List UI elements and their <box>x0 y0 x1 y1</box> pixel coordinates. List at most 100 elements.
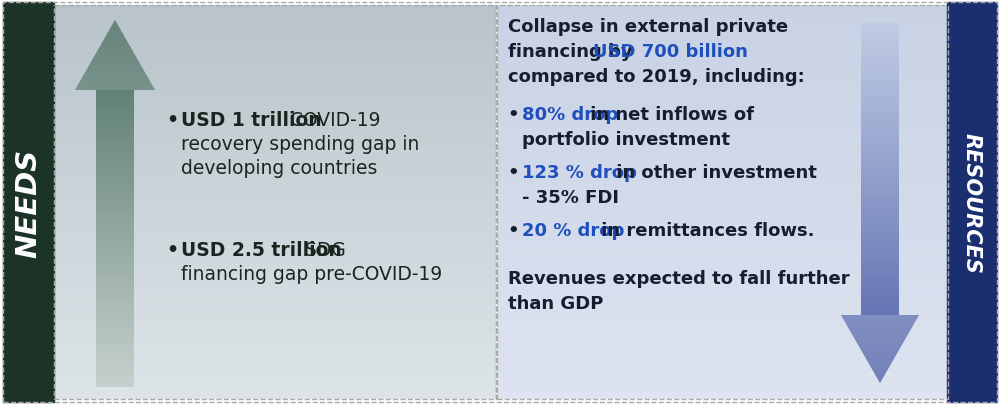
Polygon shape <box>861 133 899 136</box>
Polygon shape <box>861 60 899 63</box>
Bar <box>497 32 948 35</box>
Bar <box>54 32 496 35</box>
Bar <box>54 326 496 328</box>
Polygon shape <box>83 76 147 77</box>
Bar <box>54 168 496 171</box>
Polygon shape <box>96 249 134 251</box>
Polygon shape <box>850 330 910 331</box>
Bar <box>497 174 948 176</box>
Bar <box>54 22 496 24</box>
Bar <box>54 234 496 237</box>
Bar <box>497 197 948 200</box>
Polygon shape <box>861 165 899 167</box>
Polygon shape <box>96 365 134 367</box>
Bar <box>497 320 948 323</box>
Bar <box>54 224 496 226</box>
Bar <box>54 268 496 271</box>
Bar <box>497 171 948 174</box>
Polygon shape <box>871 368 889 369</box>
Bar <box>497 234 948 237</box>
Polygon shape <box>861 131 899 133</box>
Polygon shape <box>878 379 882 380</box>
Bar <box>54 119 496 121</box>
Bar <box>497 140 948 142</box>
Bar <box>54 181 496 184</box>
Bar <box>497 260 948 263</box>
Bar <box>54 354 496 357</box>
Polygon shape <box>861 182 899 184</box>
Bar <box>54 263 496 265</box>
Polygon shape <box>861 38 899 41</box>
Bar <box>497 310 948 313</box>
Bar <box>497 200 948 202</box>
Bar <box>54 197 496 200</box>
Polygon shape <box>96 323 134 325</box>
Text: •: • <box>508 222 526 239</box>
Polygon shape <box>854 338 906 339</box>
Polygon shape <box>108 33 122 34</box>
Polygon shape <box>861 216 899 218</box>
Bar <box>497 394 948 396</box>
Bar <box>497 116 948 119</box>
Bar <box>54 56 496 58</box>
Polygon shape <box>87 69 143 70</box>
Polygon shape <box>96 291 134 293</box>
Bar <box>54 391 496 394</box>
Bar <box>497 354 948 357</box>
Bar <box>497 156 948 158</box>
Bar <box>54 310 496 313</box>
Bar <box>54 87 496 90</box>
Bar <box>54 292 496 294</box>
Polygon shape <box>841 315 919 316</box>
Polygon shape <box>96 303 134 305</box>
Bar <box>497 56 948 58</box>
Polygon shape <box>96 232 134 234</box>
Polygon shape <box>867 360 893 361</box>
Polygon shape <box>96 382 134 385</box>
Bar <box>54 286 496 289</box>
Polygon shape <box>107 34 123 35</box>
Bar <box>54 158 496 160</box>
Text: •: • <box>167 111 186 130</box>
Bar <box>54 53 496 56</box>
Bar <box>54 365 496 368</box>
Polygon shape <box>96 147 134 150</box>
Text: in other investment: in other investment <box>610 164 817 181</box>
Polygon shape <box>96 145 134 147</box>
Polygon shape <box>877 377 883 378</box>
Polygon shape <box>855 340 905 341</box>
Bar <box>497 286 948 289</box>
Bar <box>54 190 496 192</box>
Polygon shape <box>852 335 908 336</box>
Bar <box>54 260 496 263</box>
Bar <box>54 302 496 305</box>
Polygon shape <box>92 61 138 62</box>
Bar <box>497 205 948 208</box>
Polygon shape <box>850 331 910 332</box>
Polygon shape <box>96 251 134 254</box>
Bar <box>54 297 496 299</box>
Polygon shape <box>86 70 144 71</box>
Bar <box>497 294 948 297</box>
Bar <box>54 14 496 17</box>
Polygon shape <box>96 370 134 372</box>
Text: financing by: financing by <box>508 43 645 61</box>
Bar <box>497 326 948 328</box>
Bar <box>54 210 496 213</box>
Bar <box>497 339 948 341</box>
Bar <box>497 362 948 365</box>
Polygon shape <box>96 246 134 249</box>
Bar <box>54 51 496 53</box>
Polygon shape <box>861 80 899 82</box>
Bar <box>54 6 496 399</box>
Polygon shape <box>82 77 148 78</box>
Polygon shape <box>875 375 885 376</box>
Polygon shape <box>865 357 895 358</box>
Polygon shape <box>861 350 899 351</box>
Polygon shape <box>108 32 122 33</box>
Polygon shape <box>109 31 121 32</box>
Bar <box>54 160 496 163</box>
Polygon shape <box>103 41 127 42</box>
Bar <box>497 190 948 192</box>
Polygon shape <box>88 68 142 69</box>
